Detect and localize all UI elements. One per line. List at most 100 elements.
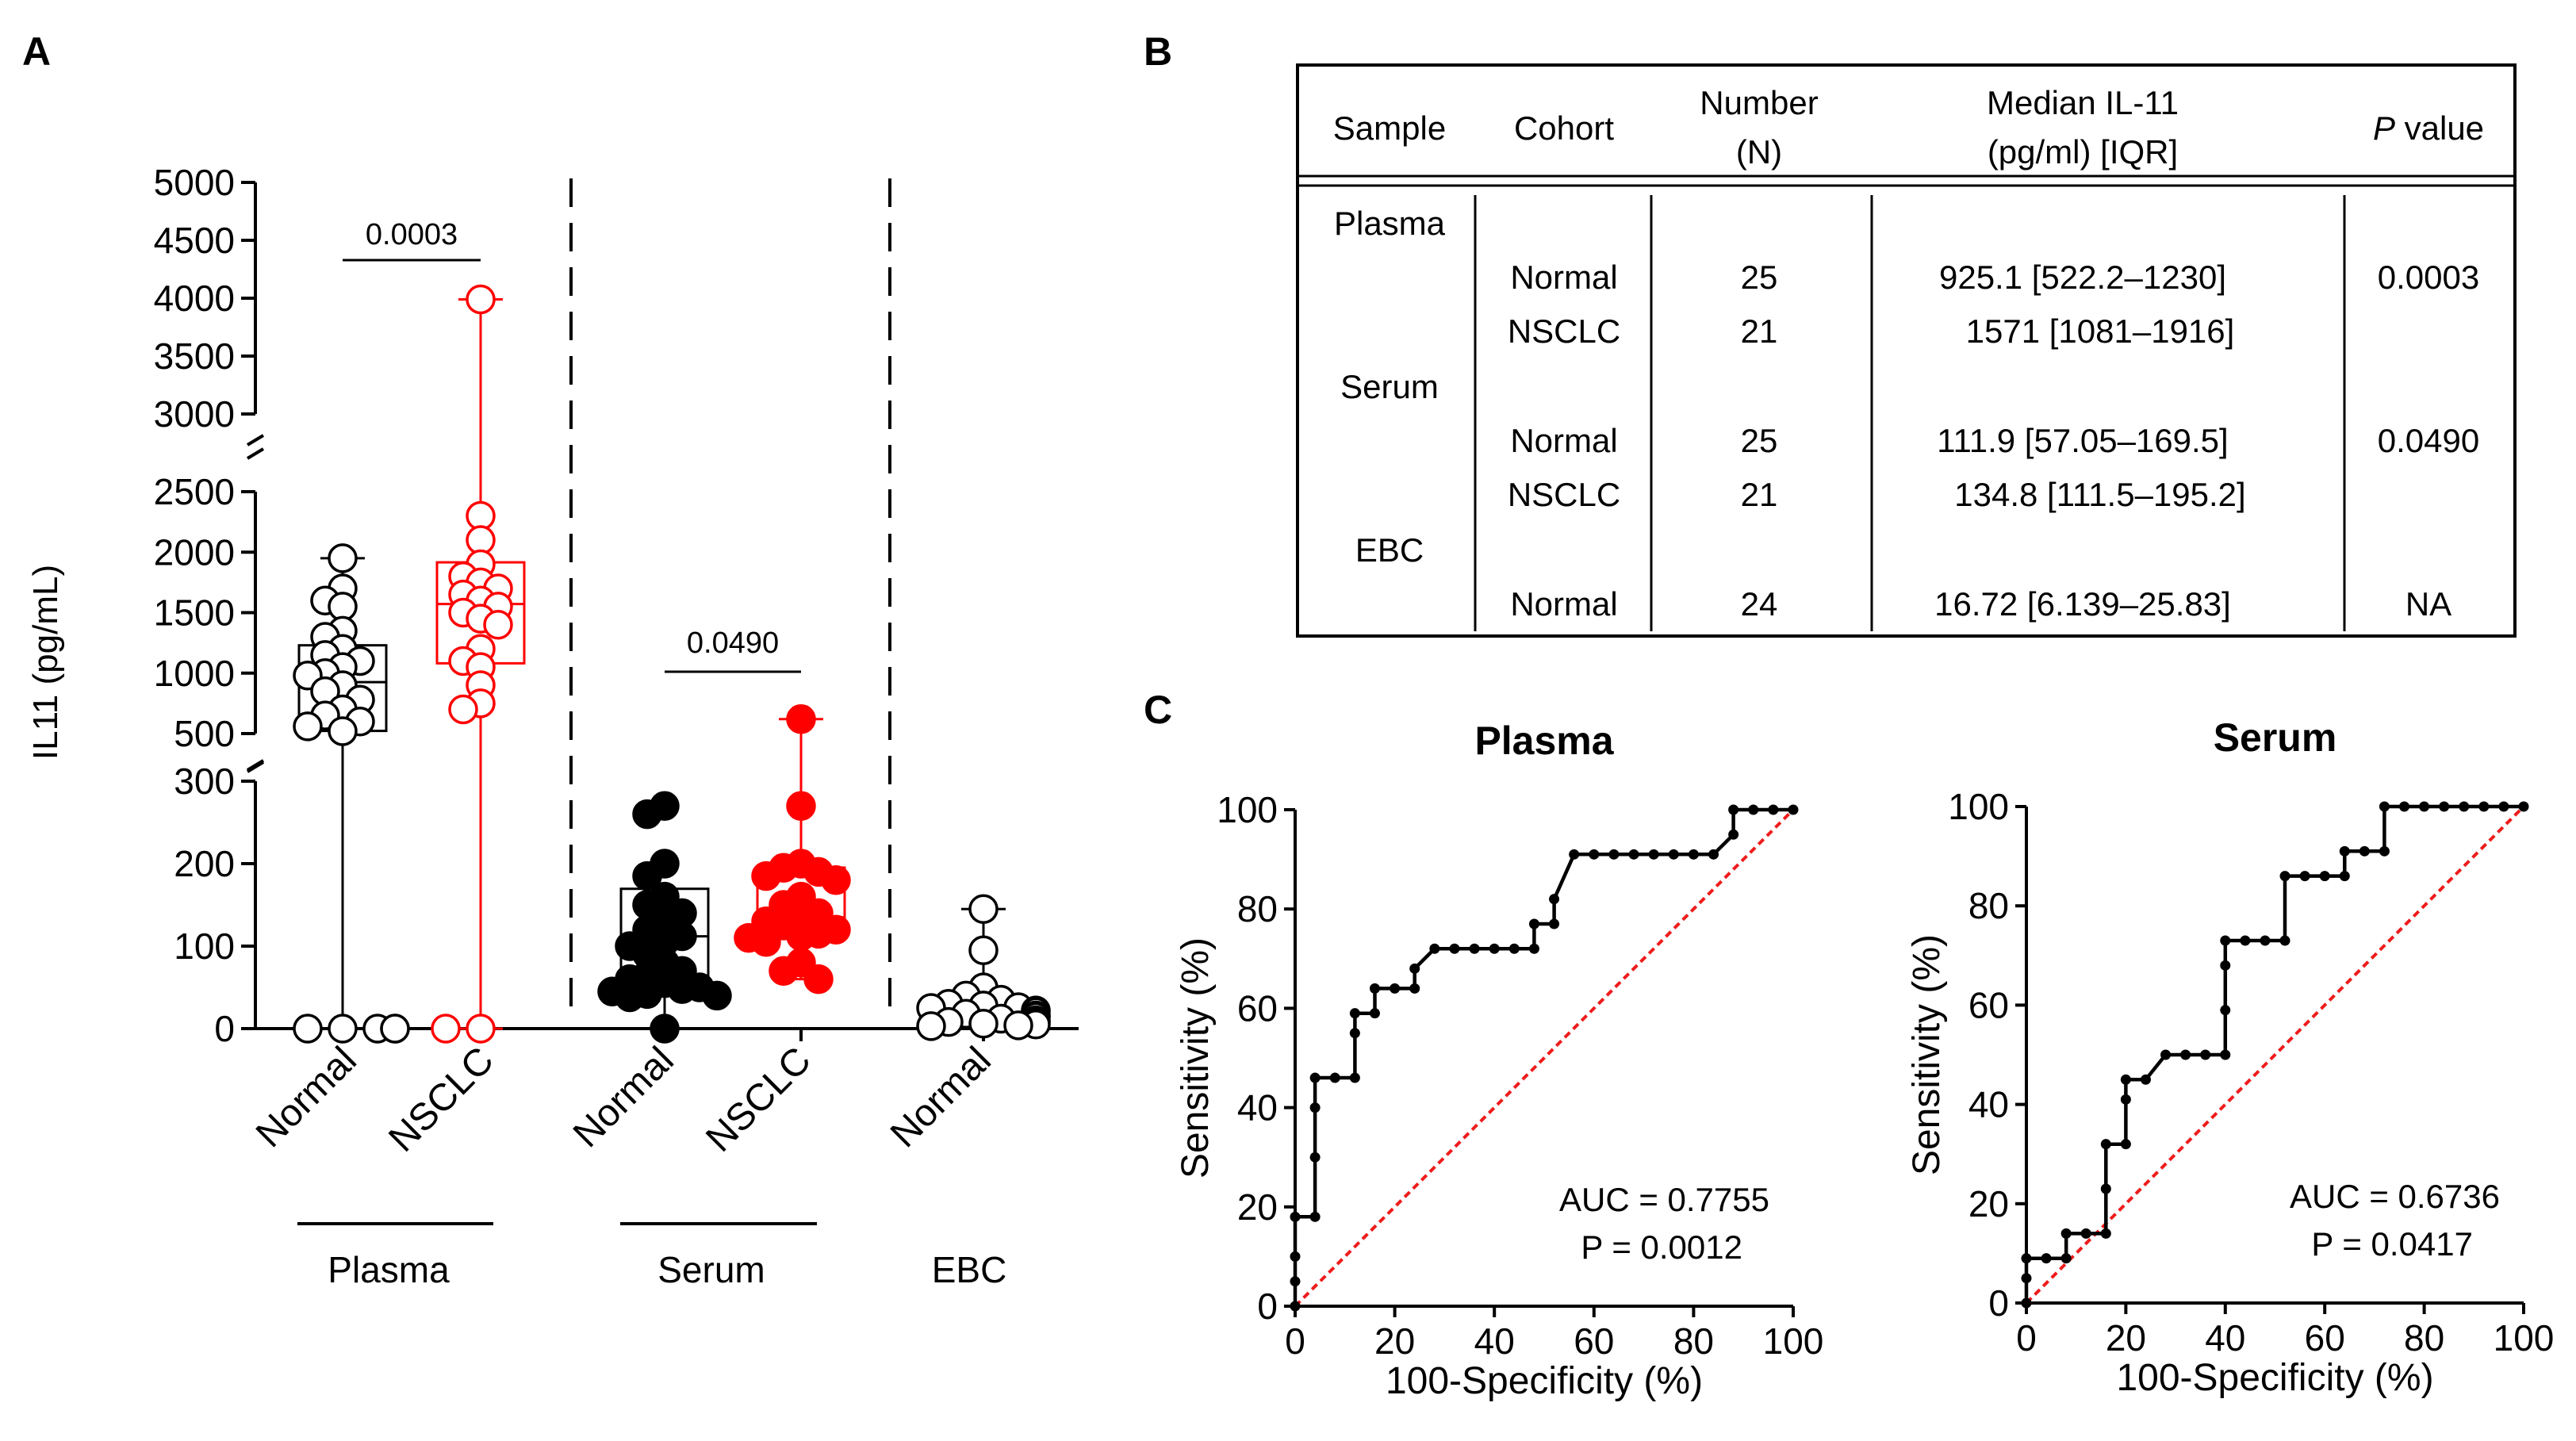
roc-point (1309, 1211, 1321, 1222)
data-point (821, 865, 851, 895)
panel-label-c: C (1144, 688, 1172, 732)
roc-point (2478, 801, 2490, 812)
roc-point (2399, 801, 2410, 812)
group-label-plasma: Plasma (328, 1249, 450, 1290)
x-tick-label: 100 (2494, 1317, 2555, 1359)
axis-break-mark (246, 434, 265, 446)
data-point (786, 921, 816, 952)
y-tick-label: 0 (1257, 1286, 1278, 1327)
roc-point (1788, 804, 1799, 815)
y-tick-label: 3500 (154, 335, 235, 377)
p-value-serum: 0.0490 (687, 627, 779, 660)
group-label-serum: Serum (657, 1249, 765, 1290)
table-border (1296, 63, 2517, 638)
auc-label: AUC = 0.6736 (2290, 1178, 2500, 1215)
y-tick-label: 5000 (154, 162, 235, 203)
roc-point (1569, 849, 1580, 860)
data-point (769, 956, 799, 986)
data-point (702, 980, 732, 1011)
roc-point (2120, 1094, 2131, 1105)
roc-point (2279, 935, 2290, 946)
cell-cohort: NSCLC (1508, 312, 1620, 350)
roc-point (1429, 943, 1440, 954)
roc-point (2299, 871, 2310, 882)
cell-median: 111.9 [57.05–169.5] (1937, 422, 2228, 459)
data-point (751, 927, 781, 957)
y-tick-label: 20 (1968, 1183, 2009, 1224)
cell-median: 1571 [1081–1916] (1966, 312, 2235, 350)
roc-point (2021, 1273, 2032, 1284)
data-point (786, 703, 816, 734)
y-tick-label: 2000 (154, 531, 235, 573)
roc-point (1628, 849, 1639, 860)
cell-cohort: Normal (1510, 422, 1617, 459)
data-point (466, 284, 496, 315)
data-point (786, 791, 816, 821)
data-point (968, 894, 999, 924)
roc-point (1528, 943, 1539, 954)
cell-pvalue: 0.0003 (2378, 259, 2479, 296)
cell-median: 134.8 [111.5–195.2] (1954, 476, 2245, 513)
roc-point (1349, 1072, 1360, 1083)
cell-median: 925.1 [522.2–1230] (1939, 259, 2226, 296)
xlabel-serum-nsclc: NSCLC (698, 1039, 819, 1160)
panel-b-table: Sample Cohort Number (N) Median IL-11 (p… (1296, 63, 2517, 638)
y-tick-label: 200 (174, 843, 235, 884)
data-point (632, 860, 662, 891)
roc-title: Plasma (1474, 719, 1614, 763)
roc-point (2260, 935, 2271, 946)
col-header-number: Number (1700, 84, 1818, 121)
roc-point (2459, 801, 2470, 812)
col-header-cohort: Cohort (1514, 109, 1614, 147)
roc-point (1528, 918, 1539, 929)
y-tick-label: 60 (1237, 987, 1278, 1029)
roc-point (1290, 1251, 1301, 1262)
roc-point (1469, 943, 1480, 954)
data-point (1003, 1010, 1033, 1041)
roc-point (1290, 1211, 1301, 1222)
roc-point (1728, 804, 1739, 815)
roc-point (1329, 1072, 1340, 1083)
col-header-number-unit: (N) (1736, 133, 1782, 171)
sample-serum: Serum (1340, 368, 1439, 405)
y-tick-label: 3000 (154, 393, 235, 435)
roc-point (2319, 871, 2330, 882)
y-tick-label: 100 (174, 926, 235, 967)
y-tick-label: 100 (1948, 786, 2009, 827)
roc-point (2100, 1139, 2111, 1150)
p-value-plasma: 0.0003 (366, 218, 458, 251)
y-tick-label: 4500 (154, 220, 235, 261)
group-label-ebc: EBC (932, 1249, 1007, 1290)
x-tick-label: 80 (2404, 1317, 2444, 1359)
roc-point (1688, 849, 1699, 860)
roc-point (2180, 1049, 2191, 1060)
col-header-value: value (2395, 109, 2484, 147)
col-header-p: P (2373, 109, 2395, 147)
data-point (667, 974, 697, 1004)
roc-point (1549, 894, 1560, 905)
roc-point (2060, 1228, 2072, 1239)
roc-point (1349, 1008, 1360, 1019)
data-point (328, 1014, 358, 1044)
xlabel-serum-normal: Normal (565, 1039, 682, 1155)
cell-number: 24 (1741, 585, 1778, 623)
data-point (431, 1014, 461, 1044)
roc-point (1369, 983, 1380, 994)
roc-point (2100, 1228, 2111, 1239)
cell-median: 16.72 [6.139–25.83] (1934, 585, 2231, 623)
x-tick-label: 20 (1374, 1320, 1415, 1362)
cell-number: 21 (1741, 312, 1778, 350)
roc-point (1409, 983, 1420, 994)
data-point (483, 610, 513, 640)
roc-plasma: Plasma 00 20 20 40 40 60 60 80 80 100 100 100-Specif… (1175, 719, 1823, 1402)
roc-point (2041, 1253, 2052, 1264)
data-point (632, 799, 662, 830)
roc-point (1668, 849, 1679, 860)
roc-point (1290, 1276, 1301, 1287)
roc-point (1309, 1102, 1321, 1113)
col-header-median: Median IL-11 (1987, 84, 2179, 121)
roc-point (2060, 1253, 2072, 1264)
data-point (448, 694, 478, 725)
cell-cohort: NSCLC (1508, 476, 1620, 513)
roc-point (2220, 1005, 2231, 1016)
